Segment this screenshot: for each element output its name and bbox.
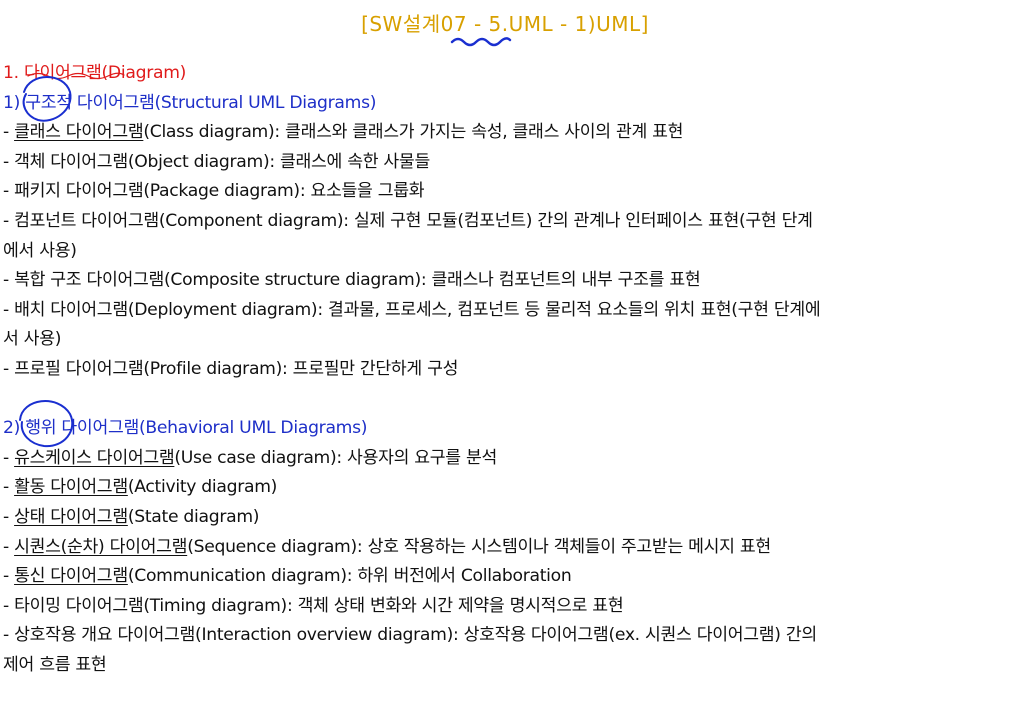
diagram-desc: (Timing diagram): 객체 상태 변화와 시간 제약을 명시적으로… [143,595,624,616]
list-item-continuation: 서 사용) [3,329,62,350]
section-number: 1. [3,63,24,83]
list-item-interaction-overview-diagram: - 상호작용 개요 다이어그램(Interaction overview dia… [3,621,1003,651]
list-item-activity-diagram: - 활동 다이어그램(Activity diagram) [3,473,1003,503]
list-item-continuation: 에서 사용) [3,240,77,261]
list-dash: - [3,181,15,202]
diagram-name: 시퀀스(순차) 다이어그램 [14,536,188,557]
list-item-package-diagram: - 패키지 다이어그램(Package diagram): 요소들을 그룹화 [3,177,1003,207]
diagram-name: 상태 다이어그램 [14,506,128,527]
structural-heading-rest: 적 다이어그램(Structural UML Diagrams) [56,92,377,113]
list-dash: - [3,299,15,320]
diagram-name: 컴포넌트 다이어그램 [14,210,159,231]
diagram-name: 활동 다이어그램 [14,477,128,498]
list-item-communication-diagram: - 통신 다이어그램(Communication diagram): 하위 버전… [3,562,1003,592]
list-item-class-diagram: - 클래스 다이어그램(Class diagram): 클래스와 클래스가 가지… [3,118,1003,148]
blank-line [3,385,1003,415]
diagram-desc: (Use case diagram): 사용자의 요구를 분석 [174,447,497,468]
structural-heading-prefix: 1) [3,92,26,113]
diagram-desc: (State diagram) [127,506,260,527]
list-dash: - [3,447,15,468]
diagram-desc: (Activity diagram) [127,477,278,498]
list-item-sequence-diagram: - 시퀀스(순차) 다이어그램(Sequence diagram): 상호 작용… [3,533,1003,563]
diagram-name: 상호작용 개요 다이어그램 [14,625,196,646]
list-item-timing-diagram: - 타이밍 다이어그램(Timing diagram): 객체 상태 변화와 시… [3,592,1003,622]
list-item-component-diagram: - 컴포넌트 다이어그램(Component diagram): 실제 구현 모… [3,207,1003,237]
title-squiggle [450,37,512,47]
diagram-desc: (Class diagram): 클래스와 클래스가 가지는 속성, 클래스 사… [143,122,684,143]
diagram-name: 프로필 다이어그램 [14,358,144,379]
diagram-name: 복합 구조 다이어그램 [14,270,165,291]
list-item-composite-structure-diagram: - 복합 구조 다이어그램(Composite structure diagra… [3,266,1003,296]
list-dash: - [3,625,15,646]
diagram-desc: (Object diagram): 클래스에 속한 사물들 [127,151,430,172]
section-heading-text: 다이어그램(Diagram) [23,63,187,83]
diagram-name: 클래스 다이어그램 [14,122,144,143]
list-dash: - [3,506,15,527]
diagram-name: 객체 다이어그램 [14,151,128,172]
diagram-name: 타이밍 다이어그램 [14,595,144,616]
list-dash: - [3,477,15,498]
diagram-desc: (Composite structure diagram): 클래스나 컴포넌트… [164,270,701,291]
behavioral-heading-circled: 행위 [25,418,57,439]
list-item-continuation: 제어 흐름 표현 [3,654,107,675]
page-title: [SW설계07 - 5.UML - 1)UML] [361,12,649,36]
list-item-object-diagram: - 객체 다이어그램(Object diagram): 클래스에 속한 사물들 [3,148,1003,178]
diagram-name: 배치 다이어그램 [14,299,128,320]
list-dash: - [3,566,15,587]
structural-heading-circled: 구조 [25,92,57,113]
diagram-desc: (Component diagram): 실제 구현 모듈(컴포넌트) 간의 관… [158,210,813,231]
list-item-deployment-diagram: - 배치 다이어그램(Deployment diagram): 결과물, 프로세… [3,296,1003,326]
diagram-desc: (Communication diagram): 하위 버전에서 Collabo… [127,566,572,587]
diagram-name: 유스케이스 다이어그램 [14,447,175,468]
list-item-use-case-diagram: - 유스케이스 다이어그램(Use case diagram): 사용자의 요구… [3,444,1003,474]
behavioral-heading-prefix: 2) [3,418,26,439]
list-dash: - [3,595,15,616]
diagram-name: 통신 다이어그램 [14,566,128,587]
structural-heading: 1) 구조적 다이어그램(Structural UML Diagrams) [3,89,1003,119]
diagram-desc: (Profile diagram): 프로필만 간단하게 구성 [143,358,459,379]
list-dash: - [3,210,15,231]
diagram-desc: (Package diagram): 요소들을 그룹화 [143,181,425,202]
document-body: 1. 다이어그램(Diagram) 1) 구조적 다이어그램(Structura… [3,59,1003,680]
list-dash: - [3,122,15,143]
list-item-state-diagram: - 상태 다이어그램(State diagram) [3,503,1003,533]
section-heading: 1. 다이어그램(Diagram) [3,59,1003,89]
list-dash: - [3,536,15,557]
diagram-desc: (Sequence diagram): 상호 작용하는 시스템이나 객체들이 주… [187,536,771,557]
list-dash: - [3,270,15,291]
list-item-profile-diagram: - 프로필 다이어그램(Profile diagram): 프로필만 간단하게 … [3,355,1003,385]
diagram-desc: (Interaction overview diagram): 상호작용 다이어… [195,625,817,646]
behavioral-heading-rest: 다이어그램(Behavioral UML Diagrams) [56,418,368,439]
diagram-name: 패키지 다이어그램 [14,181,144,202]
behavioral-heading: 2) 행위 다이어그램(Behavioral UML Diagrams) [3,414,1003,444]
diagram-desc: (Deployment diagram): 결과물, 프로세스, 컴포넌트 등 … [127,299,821,320]
list-dash: - [3,151,15,172]
list-dash: - [3,358,15,379]
